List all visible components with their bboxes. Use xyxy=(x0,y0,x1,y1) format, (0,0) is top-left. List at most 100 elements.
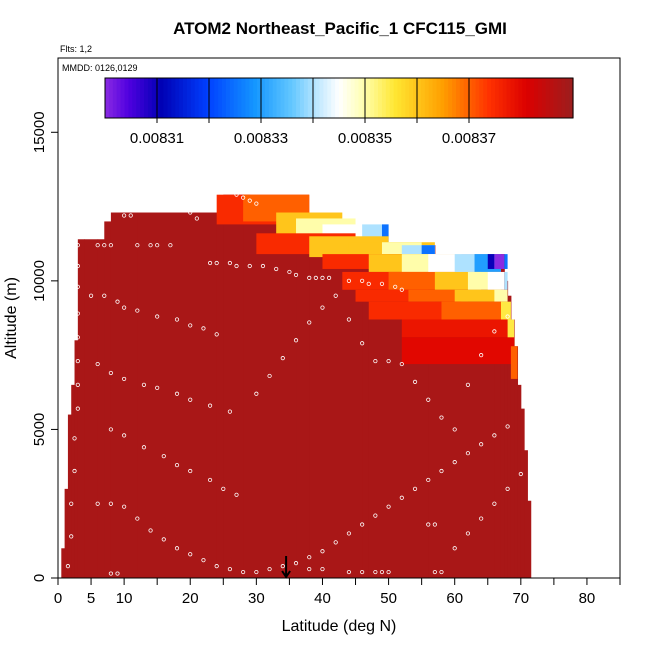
heatmap-cell xyxy=(428,245,436,578)
colorbar-segment xyxy=(405,78,410,118)
colorbar-segment xyxy=(526,78,531,118)
observation-point xyxy=(426,522,431,527)
colorbar-segment xyxy=(417,78,422,118)
colorbar-segment xyxy=(463,78,469,118)
observation-point xyxy=(247,198,252,203)
colorbar-segment xyxy=(436,78,441,118)
heatmap-cell xyxy=(401,337,515,365)
colorbar-segment xyxy=(479,78,484,118)
observation-point xyxy=(108,427,113,432)
colorbar-segment xyxy=(467,78,473,118)
observation-point xyxy=(174,204,180,209)
observation-point xyxy=(254,569,259,575)
observation-point xyxy=(260,263,266,269)
colorbar-segment xyxy=(132,78,137,118)
colorbar-segment xyxy=(163,78,168,118)
colorbar-segment xyxy=(257,78,262,118)
colorbar-segment xyxy=(506,78,512,118)
observation-point xyxy=(333,293,338,298)
heatmap-cell xyxy=(401,245,435,255)
observation-point xyxy=(518,471,523,477)
observation-point xyxy=(221,486,226,491)
latitude-arrow-icon xyxy=(281,556,291,579)
observation-point xyxy=(69,501,74,506)
heatmap-cell xyxy=(441,301,508,320)
observation-point xyxy=(386,358,391,364)
x-tick-label: 10 xyxy=(116,590,133,607)
observation-point xyxy=(399,287,404,292)
colorbar-label: 0.00831 xyxy=(130,130,184,147)
colorbar-segment xyxy=(245,78,250,118)
colorbar-segment xyxy=(229,78,235,118)
observation-point xyxy=(194,216,199,221)
colorbar-segment xyxy=(261,78,266,118)
observation-point xyxy=(174,546,180,551)
colorbar-segment xyxy=(144,78,149,118)
observation-point xyxy=(313,275,318,280)
x-axis: 0 5 10 20 30 40 50 60 70 80 xyxy=(54,578,621,607)
observation-point xyxy=(161,537,166,542)
heatmap-cell xyxy=(500,254,505,578)
colorbar-segment xyxy=(315,78,321,118)
colorbar-segment xyxy=(565,78,570,118)
colorbar-segment xyxy=(459,78,465,118)
colorbar-segment xyxy=(272,78,278,118)
observation-point xyxy=(373,358,378,364)
observation-point xyxy=(161,454,166,459)
colorbar-segment xyxy=(327,78,332,118)
heatmap-cell xyxy=(64,488,69,578)
heatmap-cell xyxy=(296,212,310,578)
heatmap-cell xyxy=(504,280,509,578)
observation-point xyxy=(492,433,497,438)
colorbar-segment xyxy=(124,78,129,118)
x-tick-label: 80 xyxy=(579,590,596,607)
observation-point xyxy=(207,403,213,408)
colorbar-segment xyxy=(370,78,375,118)
colorbar-segment xyxy=(561,78,566,118)
chart-title: ATOM2 Northeast_Pacific_1 CFC115_GMI xyxy=(173,19,507,38)
colorbar-segment xyxy=(159,78,165,118)
observation-point xyxy=(360,278,365,283)
heatmap-cell xyxy=(504,271,508,290)
colorbar-segment xyxy=(288,78,293,118)
colorbar-frame xyxy=(104,77,574,119)
observation-point xyxy=(122,504,127,509)
observation-point xyxy=(360,522,365,527)
colorbar-segment xyxy=(268,78,274,118)
observation-point xyxy=(452,546,457,551)
observation-point xyxy=(465,451,471,456)
colorbar-segment xyxy=(569,78,574,118)
observation-point xyxy=(346,531,352,536)
colorbar-segment xyxy=(323,78,328,118)
heatmap-cell xyxy=(487,271,505,290)
colorbar-segment xyxy=(420,78,426,118)
colorbar-segment xyxy=(491,78,496,118)
observation-point xyxy=(115,299,120,304)
heatmap-cell xyxy=(381,224,389,243)
observation-point xyxy=(72,468,77,474)
observation-point xyxy=(320,305,325,310)
colorbar-segment xyxy=(374,78,379,118)
y-tick-label: 10000 xyxy=(31,260,48,302)
observation-point xyxy=(214,564,219,569)
observation-point xyxy=(505,314,510,319)
observation-point xyxy=(320,566,325,572)
x-tick-label: 70 xyxy=(512,590,529,607)
observation-point xyxy=(115,571,120,576)
heatmap-cell xyxy=(71,384,76,578)
observation-point xyxy=(254,201,259,206)
observation-point xyxy=(241,569,246,575)
heatmap-cell xyxy=(104,221,112,578)
observation-point xyxy=(174,462,180,468)
heatmap-cell xyxy=(494,254,505,269)
heatmap-cell xyxy=(216,212,224,578)
observation-point xyxy=(479,442,484,447)
observation-point xyxy=(128,213,133,218)
colorbar-segment xyxy=(456,78,461,118)
heatmap-cell xyxy=(61,548,66,578)
heatmap-layer xyxy=(61,194,532,578)
y-tick-label: 5000 xyxy=(31,413,48,446)
observation-point xyxy=(214,260,219,266)
y-axis: 0 5000 10000 15000 xyxy=(31,111,58,582)
flights-label: Flts: 1,2 xyxy=(60,44,92,54)
